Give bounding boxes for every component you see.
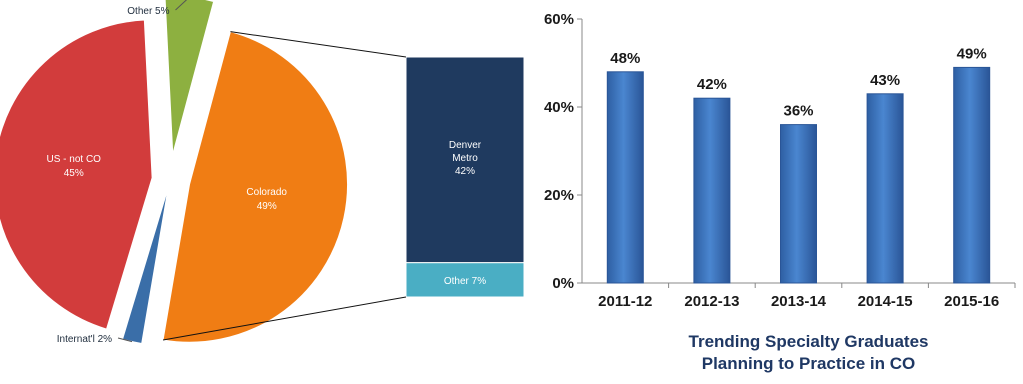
leader-line-other xyxy=(175,0,188,11)
pie-slice-other xyxy=(164,0,215,155)
breakdown-segment-other xyxy=(405,262,525,298)
pie-chart-svg: Colorado 49% US - not CO 45% Other 5% Interna… xyxy=(0,0,525,345)
x-tick-label-2012-13: 2012-13 xyxy=(684,293,739,310)
pie-label-other: Other 5% xyxy=(127,6,169,17)
bar-2011-12 xyxy=(606,71,644,284)
data-label-2011-12: 48% xyxy=(610,50,640,67)
bar-2015-16 xyxy=(953,66,991,284)
breakdown-label-denver-metro: Denver Metro 42% xyxy=(449,140,482,177)
data-label-2012-13: 42% xyxy=(697,76,727,93)
bar-chart-svg: 0% 20% 40% 60% 48% 2011-12 42% 2012-13 36% 2013-1… xyxy=(544,11,1016,373)
x-tick-label-2013-14: 2013-14 xyxy=(771,293,827,310)
connector-line-bottom xyxy=(162,296,407,341)
leader-line-internat-l xyxy=(117,337,133,343)
pie-label-colorado: Colorado 49% xyxy=(246,187,287,212)
x-tick-label-2011-12: 2011-12 xyxy=(598,293,652,310)
connector-line-top xyxy=(230,31,407,58)
y-tick-label: 20% xyxy=(544,187,574,204)
data-label-2013-14: 36% xyxy=(783,103,813,120)
pie-label-us-not-co: US - not CO 45% xyxy=(46,154,101,179)
breakdown-segment-denver-metro xyxy=(405,56,525,264)
chart-title-line-2: Planning to Practice in CO xyxy=(702,354,915,373)
chart-title-line-1: Trending Specialty Graduates xyxy=(689,332,929,351)
bar-2012-13 xyxy=(693,97,731,284)
breakdown-label-other: Other 7% xyxy=(444,276,486,287)
x-tick-label-2015-16: 2015-16 xyxy=(944,293,999,310)
pie-label-internat-l: Internat'l 2% xyxy=(57,334,112,345)
bar-2013-14 xyxy=(780,124,817,284)
y-tick-label: 60% xyxy=(544,11,574,28)
bar-chart: 0% 20% 40% 60% 48% 2011-12 42% 2012-13 36% 2013-1… xyxy=(535,0,1023,379)
y-tick-label: 0% xyxy=(552,275,574,292)
y-tick-label: 40% xyxy=(544,99,574,116)
pie-slice-colorado xyxy=(162,31,349,343)
pie-of-pie-chart: Colorado 49% US - not CO 45% Other 5% Interna… xyxy=(0,0,525,345)
pie-slice-us-not-co xyxy=(0,19,153,330)
bar-2014-15 xyxy=(866,93,904,284)
x-tick-label-2014-15: 2014-15 xyxy=(858,293,913,310)
data-label-2015-16: 49% xyxy=(957,45,987,62)
data-label-2014-15: 43% xyxy=(870,72,900,89)
